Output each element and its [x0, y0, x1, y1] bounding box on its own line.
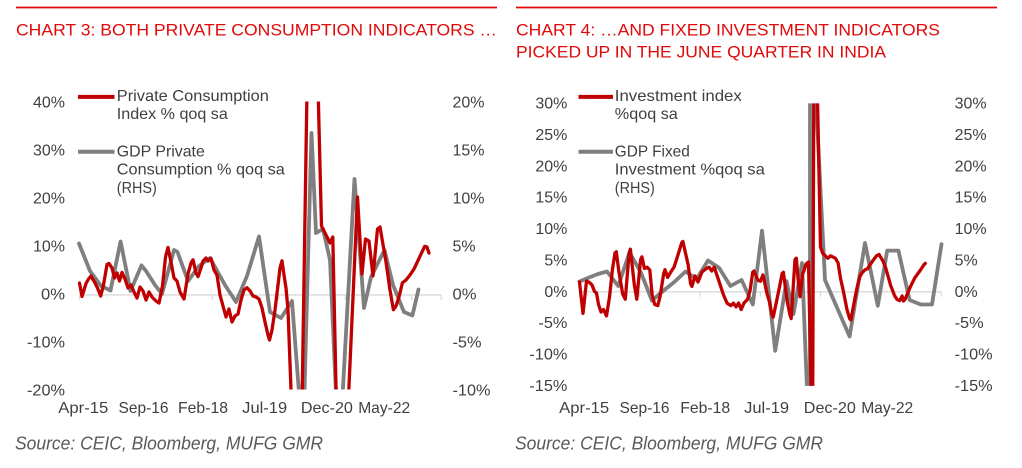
svg-text:15%: 15%: [955, 190, 987, 207]
svg-text:0%: 0%: [544, 284, 567, 301]
svg-text:25%: 25%: [535, 127, 567, 144]
svg-text:10%: 10%: [535, 221, 567, 238]
svg-text:10%: 10%: [955, 221, 987, 238]
svg-text:PICKED UP IN THE JUNE QUARTER: PICKED UP IN THE JUNE QUARTER IN INDIA: [516, 44, 886, 62]
svg-text:0%: 0%: [453, 287, 477, 304]
svg-text:CHART 3: BOTH PRIVATE CONSUMPT: CHART 3: BOTH PRIVATE CONSUMPTION INDICA…: [16, 22, 497, 40]
svg-text:-10%: -10%: [453, 383, 491, 400]
svg-text:20%: 20%: [955, 158, 987, 175]
svg-text:40%: 40%: [33, 94, 65, 111]
svg-text:-5%: -5%: [538, 315, 567, 332]
svg-text:-15%: -15%: [529, 378, 567, 395]
svg-text:-15%: -15%: [955, 378, 993, 395]
svg-text:Source: CEIC, Bloomberg, MUFG: Source: CEIC, Bloomberg, MUFG GMR: [15, 433, 323, 454]
svg-text:15%: 15%: [535, 190, 567, 207]
svg-text:Sep-16: Sep-16: [620, 400, 670, 417]
svg-text:10%: 10%: [453, 191, 485, 208]
svg-text:Jul-19: Jul-19: [242, 400, 287, 417]
svg-text:Dec-20: Dec-20: [804, 400, 856, 417]
svg-text:15%: 15%: [453, 142, 485, 159]
svg-text:Jul-19: Jul-19: [744, 400, 789, 417]
svg-text:CHART 4: …AND FIXED INVESTMENT: CHART 4: …AND FIXED INVESTMENT INDICATOR…: [516, 22, 940, 40]
svg-text:30%: 30%: [535, 96, 567, 113]
svg-text:25%: 25%: [955, 127, 987, 144]
svg-text:May-22: May-22: [861, 400, 913, 417]
svg-text:0%: 0%: [955, 284, 978, 301]
svg-text:Index % qoq sa: Index % qoq sa: [117, 106, 228, 123]
svg-text:20%: 20%: [453, 94, 485, 111]
svg-text:Dec-20: Dec-20: [301, 400, 353, 417]
svg-text:-10%: -10%: [27, 335, 65, 352]
svg-text:-10%: -10%: [955, 347, 993, 364]
svg-text:5%: 5%: [544, 252, 567, 269]
svg-text:May-22: May-22: [358, 400, 410, 417]
svg-text:Sep-16: Sep-16: [119, 400, 169, 417]
svg-text:GDP Private: GDP Private: [117, 143, 205, 160]
svg-text:0%: 0%: [41, 287, 65, 304]
svg-text:Feb-18: Feb-18: [178, 400, 228, 417]
svg-text:(RHS): (RHS): [117, 180, 157, 197]
svg-text:10%: 10%: [33, 239, 65, 256]
svg-text:5%: 5%: [453, 239, 476, 256]
svg-text:(RHS): (RHS): [615, 180, 655, 197]
svg-text:5%: 5%: [955, 252, 978, 269]
svg-text:20%: 20%: [535, 158, 567, 175]
svg-text:Investment %qoq sa: Investment %qoq sa: [615, 162, 765, 179]
svg-text:30%: 30%: [33, 142, 65, 159]
svg-text:%qoq sa: %qoq sa: [615, 106, 678, 123]
svg-text:GDP Fixed: GDP Fixed: [615, 143, 690, 160]
svg-text:-10%: -10%: [529, 347, 567, 364]
svg-text:-5%: -5%: [955, 315, 984, 332]
svg-text:-5%: -5%: [453, 335, 482, 352]
svg-text:Investment index: Investment index: [615, 88, 742, 105]
svg-text:Private Consumption: Private Consumption: [117, 88, 269, 105]
svg-text:Source: CEIC, Bloomberg, MUFG: Source: CEIC, Bloomberg, MUFG GMR: [515, 433, 823, 454]
svg-text:Apr-15: Apr-15: [559, 400, 609, 417]
svg-text:30%: 30%: [955, 96, 987, 113]
svg-text:Consumption % qoq sa: Consumption % qoq sa: [117, 162, 285, 179]
svg-text:Apr-15: Apr-15: [58, 400, 108, 417]
svg-text:20%: 20%: [33, 191, 65, 208]
svg-text:Feb-18: Feb-18: [680, 400, 730, 417]
svg-text:-20%: -20%: [27, 383, 65, 400]
